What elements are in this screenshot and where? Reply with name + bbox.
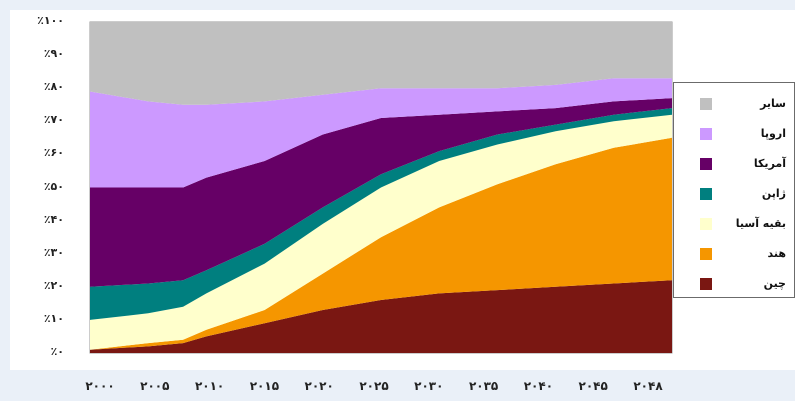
y-tick-label: ٪۶۰ [43, 146, 64, 160]
x-tick-label: ۲۰۲۰ [304, 379, 334, 393]
legend-item: ژاپن [674, 185, 794, 205]
legend-swatch [700, 98, 712, 110]
x-tick-label: ۲۰۳۰ [414, 379, 444, 393]
legend-label: ژاپن [761, 187, 786, 200]
x-tick-label: ۲۰۱۰ [194, 379, 225, 393]
x-tick-label: ۲۰۴۸ [633, 379, 663, 393]
x-tick-label: ۲۰۰۵ [140, 379, 170, 393]
legend-swatch [700, 128, 712, 140]
x-tick-label: ۲۰۳۵ [468, 379, 499, 393]
legend-label: چین [763, 277, 786, 290]
legend-swatch [700, 218, 712, 230]
legend-item: آمریکا [674, 155, 794, 175]
area-series-3 [90, 108, 672, 320]
legend-label: هند [767, 247, 786, 260]
x-tick-label: ۲۰۱۵ [249, 379, 280, 393]
area-series-6 [90, 22, 672, 105]
legend-swatch [700, 278, 712, 290]
x-tick-label: ۲۰۴۵ [578, 379, 608, 393]
area-series-0 [90, 280, 672, 353]
area-series-5 [90, 78, 672, 188]
area-series-1 [90, 137, 672, 350]
legend-item: چین [674, 275, 794, 295]
y-tick-label: ٪۴۰ [43, 212, 64, 226]
legend-swatch [700, 188, 712, 200]
legend-item: بقیه آسیا [674, 215, 794, 235]
x-tick-label: ۲۰۲۵ [359, 379, 389, 393]
legend-label: سایر [760, 97, 786, 110]
legend-label: بقیه آسیا [735, 217, 786, 230]
legend-item: سایر [674, 95, 794, 115]
legend: سایر اروپا آمریکا ژاپن بقیه آسیا هند چین [673, 82, 795, 298]
legend-item: هند [674, 245, 794, 265]
y-tick-label: ٪۵۰ [43, 179, 64, 193]
y-tick-label: ٪۰ [50, 345, 64, 358]
y-tick-label: ٪۱۰۰ [37, 14, 64, 27]
area-series-2 [90, 114, 672, 350]
y-tick-label: ٪۲۰ [43, 278, 64, 292]
legend-label: آمریکا [753, 157, 786, 170]
legend-item: اروپا [674, 125, 794, 145]
y-tick-label: ٪۷۰ [43, 113, 64, 127]
y-tick-label: ٪۸۰ [43, 80, 64, 94]
x-tick-label: ۲۰۴۰ [523, 379, 554, 393]
area-series-4 [90, 98, 672, 287]
y-tick-label: ٪۱۰ [43, 311, 64, 325]
legend-swatch [700, 158, 712, 170]
x-tick-label: ۲۰۰۰ [85, 379, 115, 393]
y-tick-label: ٪۹۰ [43, 47, 64, 61]
legend-swatch [700, 248, 712, 260]
y-tick-label: ٪۳۰ [43, 245, 64, 259]
legend-label: اروپا [760, 127, 786, 140]
